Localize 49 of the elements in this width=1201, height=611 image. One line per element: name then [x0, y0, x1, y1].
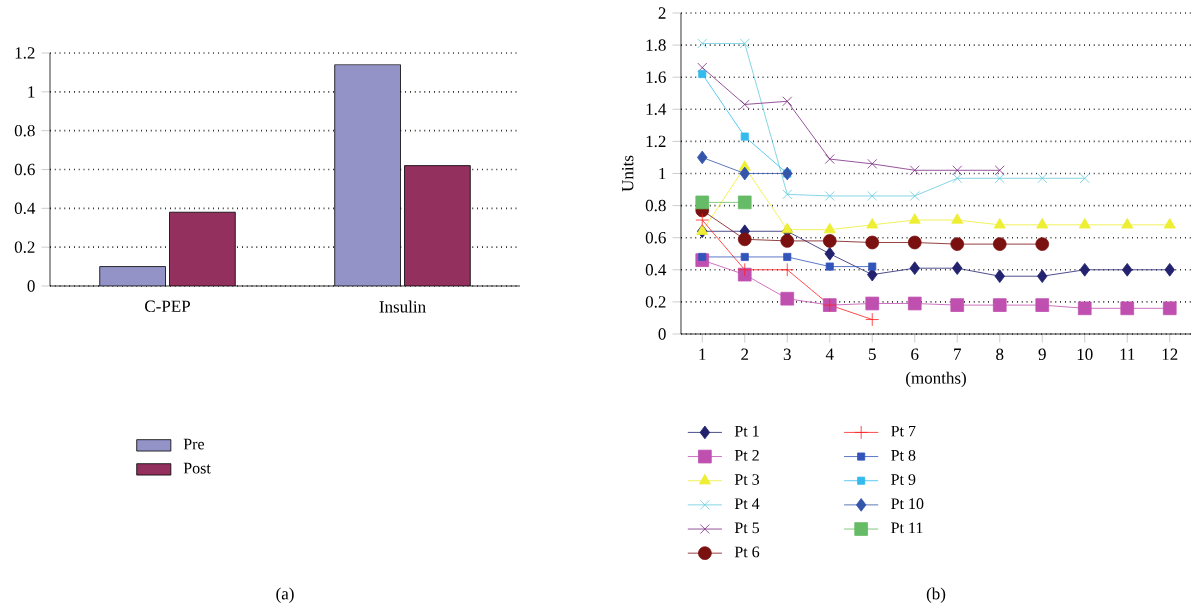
y-tick-label: 2 — [658, 7, 666, 19]
legend-label: Pt 5 — [734, 522, 760, 534]
x-tick-label: 5 — [868, 348, 876, 360]
y-tick-label: 0.8 — [14, 124, 35, 137]
legend-label: Pt 3 — [734, 474, 760, 485]
legend-label: Pt 4 — [734, 498, 760, 510]
legend-label: Pt 10 — [891, 498, 924, 510]
y-tick-label: 1 — [28, 86, 35, 98]
x-tick-label: 9 — [1038, 348, 1046, 361]
legend-label: Pt 2 — [734, 449, 759, 461]
legend-label: Pt 7 — [891, 425, 916, 437]
legend-label: Pre — [183, 438, 205, 450]
y-tick-label: 0.6 — [645, 231, 666, 244]
y-tick-label: 1.2 — [646, 135, 666, 148]
x-tick-label: 2 — [741, 348, 749, 360]
y-tick-label: 1.2 — [15, 47, 35, 59]
text: (b) — [926, 587, 946, 603]
text: (a) — [276, 587, 294, 603]
y-tick-label: 0.4 — [14, 202, 36, 215]
y-tick-label: 1 — [659, 167, 666, 180]
y-tick-label: 0.4 — [645, 264, 667, 276]
x-tick-label: 7 — [954, 348, 961, 360]
x-tick-label: 8 — [996, 348, 1004, 361]
x-tick-label: 12 — [1162, 348, 1178, 360]
legend-label: Pt 11 — [891, 522, 923, 534]
y-tick-label: 0.2 — [14, 241, 35, 253]
y-tick-label: 1.4 — [646, 103, 667, 116]
y-tick-label: 0 — [27, 280, 35, 292]
legend-label: Post — [183, 462, 211, 474]
x-tick-label: 4 — [825, 348, 834, 360]
legend-label: Pt 1 — [734, 425, 759, 437]
y-tick-label: 0 — [658, 328, 666, 340]
y-tick-label: 0.6 — [14, 163, 35, 176]
x-tick-label: 3 — [783, 348, 791, 361]
x-tick-label: 11 — [1120, 348, 1135, 360]
y-tick-label: 0.8 — [645, 199, 666, 212]
y-tick-label: 0.2 — [645, 296, 666, 308]
y-tick-label: 1.6 — [646, 71, 666, 83]
legend-label: Pt 8 — [891, 449, 916, 461]
x-tick-label: 1 — [699, 348, 706, 360]
x-axis-title: (months) — [906, 371, 966, 388]
y-tick-label: 1.8 — [646, 39, 666, 51]
x-tick-label: 6 — [911, 348, 919, 361]
legend-label: Pt 6 — [734, 546, 760, 558]
legend-label: Pt 9 — [891, 474, 916, 485]
x-tick-label: Insulin — [379, 300, 426, 313]
x-tick-label: 10 — [1077, 348, 1093, 361]
x-tick-label: C-PEP — [145, 300, 190, 312]
y-axis-title: Units — [621, 155, 634, 192]
